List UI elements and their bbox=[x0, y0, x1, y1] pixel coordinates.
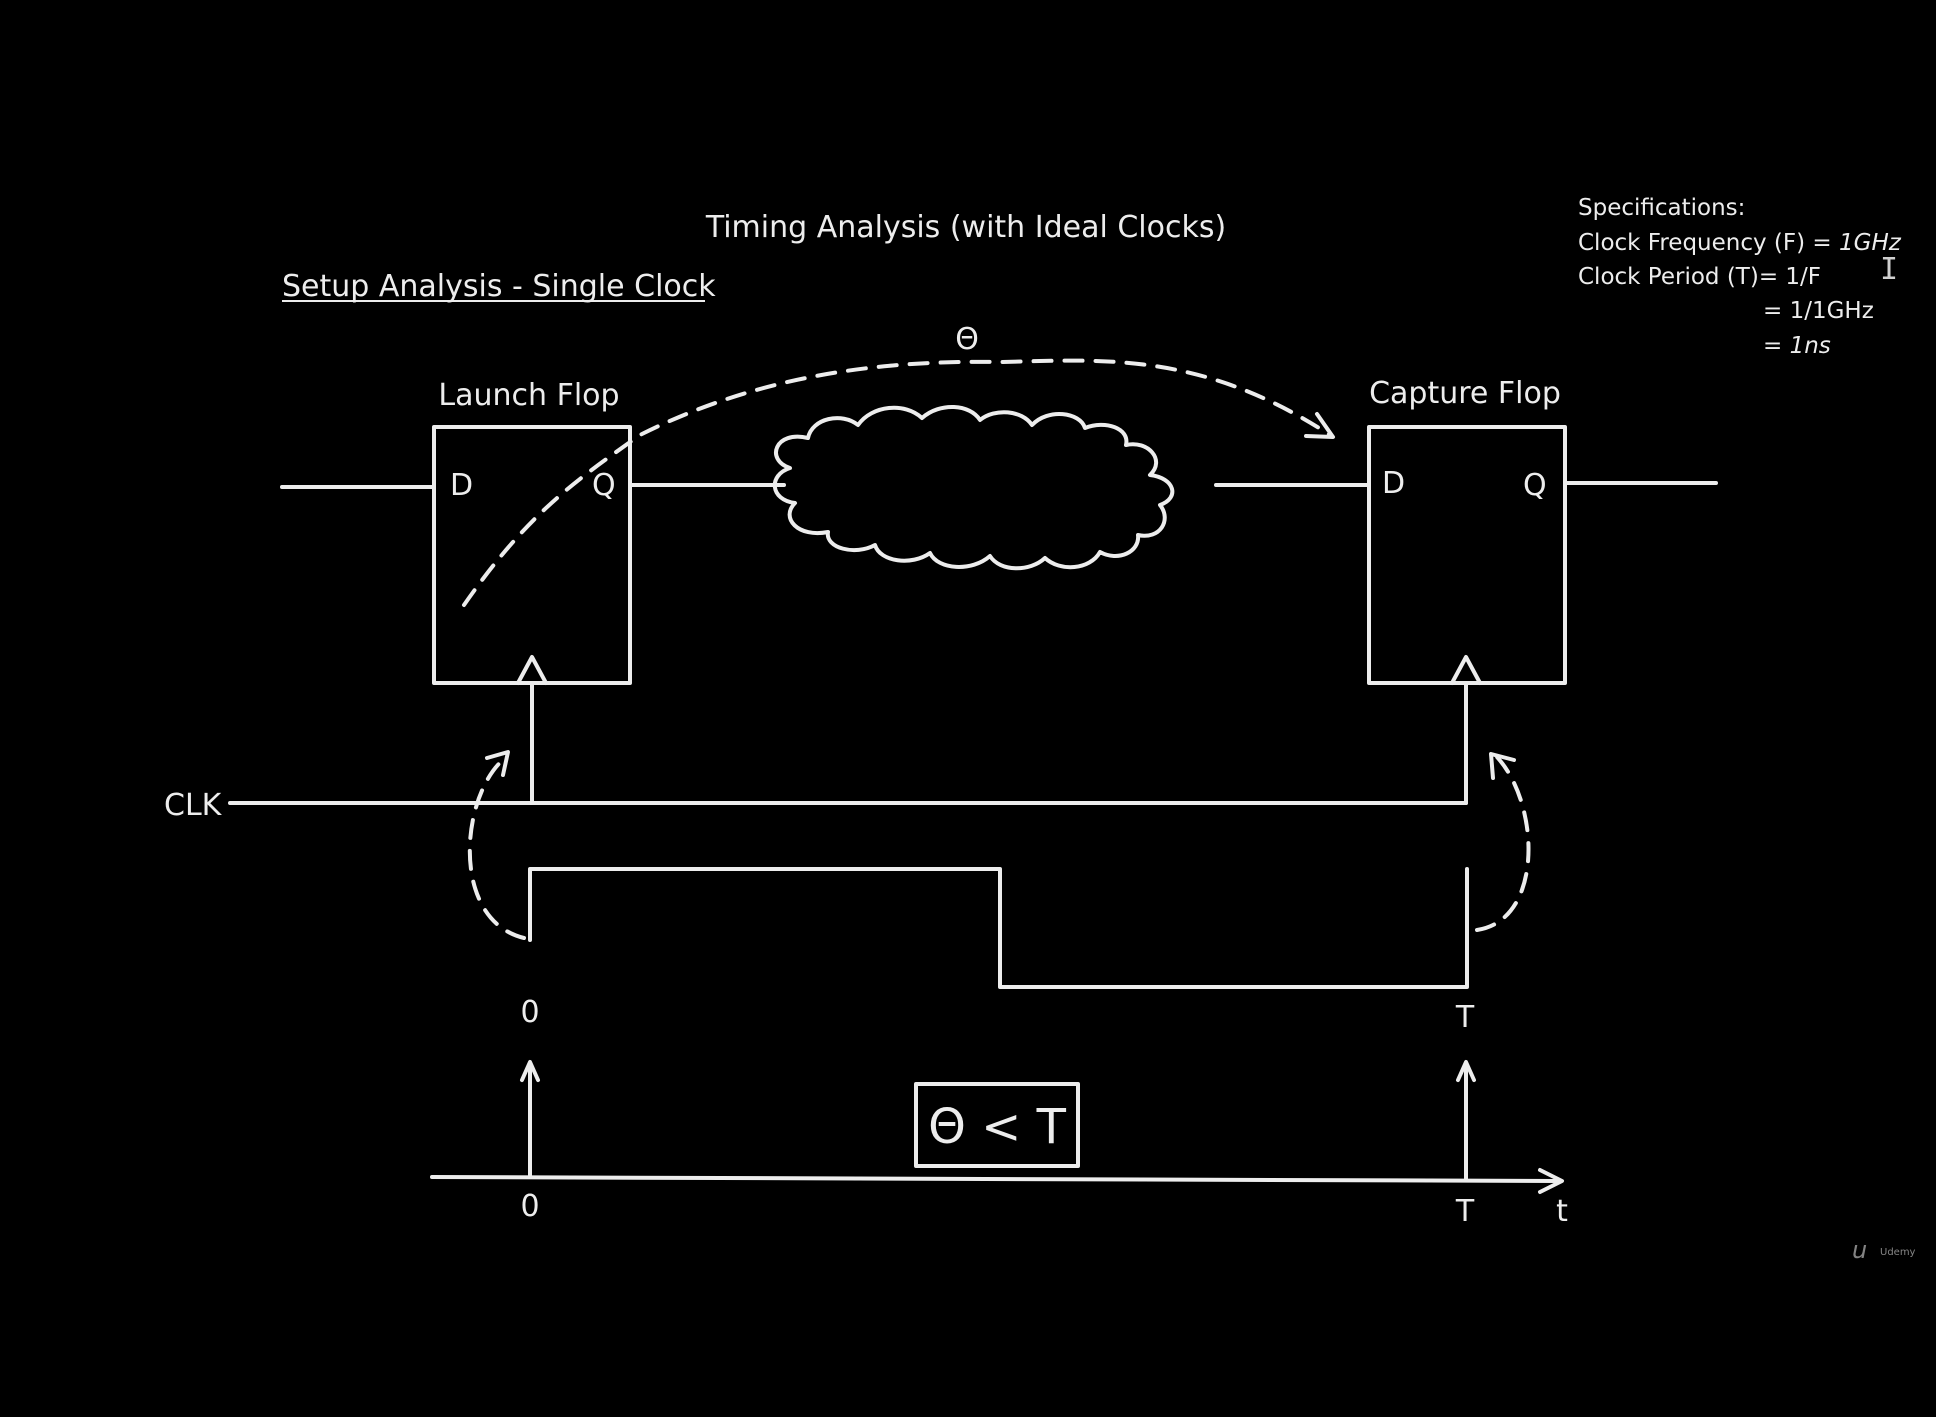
specs-period-result: = 1ns bbox=[1763, 333, 1831, 359]
combinational-logic-cloud bbox=[772, 404, 1175, 571]
condition-box bbox=[914, 1082, 1080, 1168]
capture-flop-label: Capture Flop bbox=[1369, 376, 1561, 411]
capture-edge-dashed-arrow bbox=[1475, 753, 1531, 932]
waveform-end-label: T bbox=[1455, 1000, 1475, 1035]
launch-flop-d-pin: D bbox=[450, 468, 473, 503]
capture-clock-triangle bbox=[1450, 655, 1482, 685]
timeline-axis-label: t bbox=[1556, 1194, 1568, 1229]
clock-label: CLK bbox=[164, 788, 223, 823]
timeline-end-label: T bbox=[1455, 1194, 1475, 1229]
launch-edge-dashed-arrow bbox=[467, 756, 526, 940]
timeline-axis bbox=[430, 1175, 1562, 1183]
text-cursor-icon: I bbox=[1880, 252, 1899, 287]
launch-flop-q-pin: Q bbox=[592, 468, 616, 503]
clock-waveform bbox=[528, 867, 1469, 989]
data-path-delay-arrow bbox=[462, 358, 1332, 607]
capture-flop-d-pin: D bbox=[1382, 466, 1405, 501]
launch-flop-label: Launch Flop bbox=[438, 378, 619, 413]
condition-text: Θ < T bbox=[928, 1099, 1067, 1155]
udemy-logo-icon: u bbox=[1852, 1236, 1867, 1264]
udemy-watermark: u Udemy bbox=[1852, 1236, 1916, 1264]
waveform-start-label: 0 bbox=[520, 995, 539, 1030]
timeline-axis-arrowhead bbox=[1538, 1168, 1564, 1194]
svg-text:Udemy: Udemy bbox=[1880, 1247, 1916, 1258]
page-title: Timing Analysis (with Ideal Clocks) bbox=[705, 210, 1226, 245]
specs-period: Clock Period (T)= 1/F bbox=[1578, 264, 1821, 290]
launch-clock-triangle bbox=[516, 655, 548, 685]
page-subtitle: Setup Analysis - Single Clock bbox=[282, 269, 716, 304]
specs-period-value: = 1/1GHz bbox=[1763, 298, 1874, 324]
capture-flop-q-pin: Q bbox=[1523, 468, 1547, 503]
delay-symbol: Θ bbox=[955, 322, 979, 357]
timeline-start-label: 0 bbox=[520, 1189, 539, 1224]
specs-heading: Specifications: bbox=[1578, 195, 1745, 221]
specs-frequency: Clock Frequency (F) = 1GHz bbox=[1578, 230, 1902, 256]
